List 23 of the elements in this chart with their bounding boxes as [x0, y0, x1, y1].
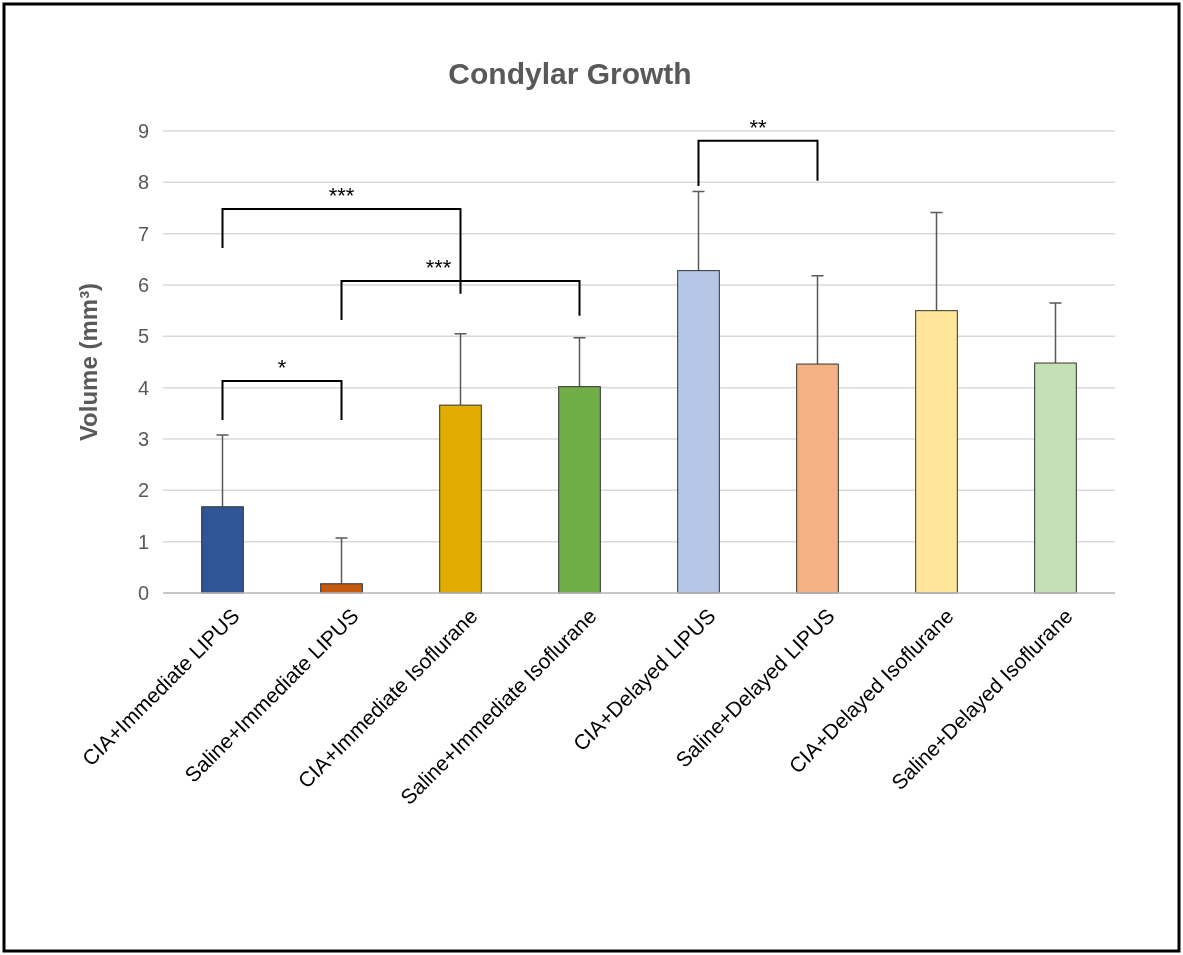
bar — [558, 386, 601, 594]
y-tick-label: 3 — [137, 427, 149, 450]
chart-title: Condylar Growth — [448, 57, 692, 90]
y-tick-label: 4 — [137, 376, 149, 399]
annotation: *** — [425, 254, 452, 280]
y-tick-label: 1 — [137, 530, 149, 553]
y-tick-label: 6 — [137, 273, 149, 296]
y-tick-label: 0 — [137, 581, 149, 604]
bar — [677, 270, 720, 594]
y-tick-label: 7 — [137, 222, 149, 245]
bar — [1034, 362, 1077, 594]
y-tick-label: 5 — [137, 325, 149, 348]
bar — [915, 310, 958, 594]
bar — [439, 404, 482, 594]
y-tick-label: 9 — [137, 119, 149, 142]
y-tick-label: 8 — [137, 171, 149, 194]
annotation: ** — [749, 114, 767, 140]
y-axis-title: Volume (mm³) — [75, 282, 102, 442]
bar — [201, 506, 244, 594]
y-tick-label: 2 — [137, 479, 149, 502]
annotation: * — [277, 354, 287, 380]
bar — [796, 363, 839, 594]
annotation: *** — [328, 183, 355, 209]
